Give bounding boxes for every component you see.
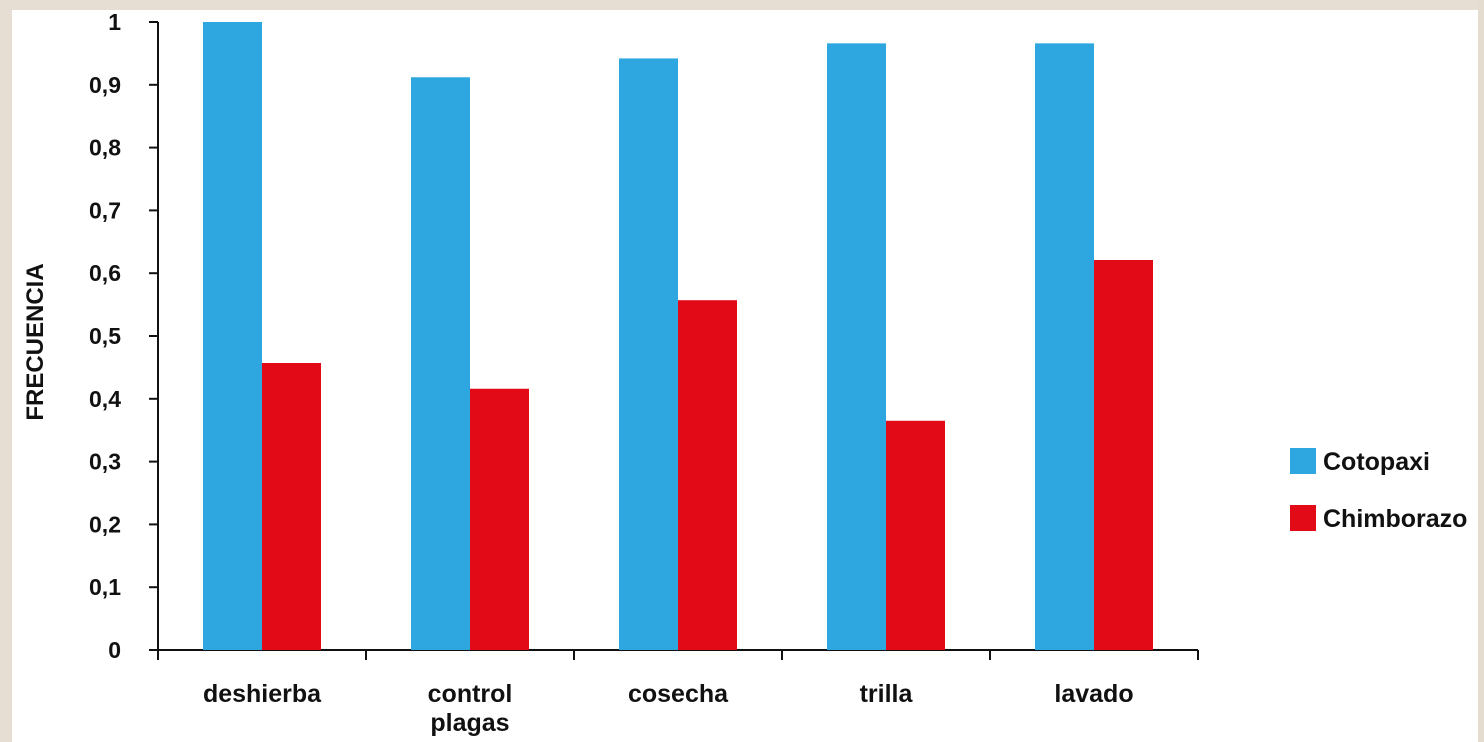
x-axis xyxy=(157,649,1199,660)
bar-cotopaxi xyxy=(1035,43,1094,651)
bar-cotopaxi xyxy=(411,77,470,651)
y-tick-label: 0,6 xyxy=(89,260,121,286)
y-axis-label: FRECUENCIA xyxy=(22,263,49,420)
bar-chimborazo xyxy=(886,420,945,650)
bar-chimborazo xyxy=(470,388,529,650)
background-texture-left xyxy=(0,0,12,742)
legend: Cotopaxi Chimborazo xyxy=(1290,448,1467,533)
bars xyxy=(203,22,1153,651)
y-tick-label: 0,7 xyxy=(89,197,121,223)
y-tick-label: 0,3 xyxy=(89,449,121,475)
y-tick-label: 0,9 xyxy=(89,72,121,98)
bar-cotopaxi xyxy=(827,43,886,651)
legend-swatch xyxy=(1290,505,1316,531)
y-tick-label: 0,8 xyxy=(89,135,121,161)
x-tick-label: deshierba xyxy=(203,680,322,708)
bar-cotopaxi xyxy=(619,58,678,650)
bar-chimborazo xyxy=(678,300,737,650)
y-axis: 0 0,1 0,2 0,3 0,4 0,5 0,6 0,7 0,8 0,9 1 xyxy=(89,9,159,663)
y-tick-label: 0,5 xyxy=(89,323,121,349)
legend-label: Cotopaxi xyxy=(1323,448,1430,476)
legend-swatch xyxy=(1290,448,1316,474)
y-tick-label: 0 xyxy=(108,637,121,663)
x-tick-label: trilla xyxy=(860,680,914,708)
x-tick-label: cosecha xyxy=(628,680,729,708)
bar-cotopaxi xyxy=(203,22,262,650)
background-texture-top xyxy=(0,0,1484,10)
y-tick-label: 0,1 xyxy=(89,574,121,600)
x-tick-label: control xyxy=(428,680,513,708)
legend-label: Chimborazo xyxy=(1323,505,1467,533)
x-tick-label: plagas xyxy=(430,709,509,737)
x-tick-label: lavado xyxy=(1054,680,1133,708)
y-tick-label: 0,2 xyxy=(89,511,121,537)
bar-chimborazo xyxy=(1094,260,1153,650)
y-tick-label: 0,4 xyxy=(89,386,121,412)
y-tick-label: 1 xyxy=(108,9,121,35)
bar-chimborazo xyxy=(262,363,321,650)
background-texture-right xyxy=(1478,0,1484,742)
